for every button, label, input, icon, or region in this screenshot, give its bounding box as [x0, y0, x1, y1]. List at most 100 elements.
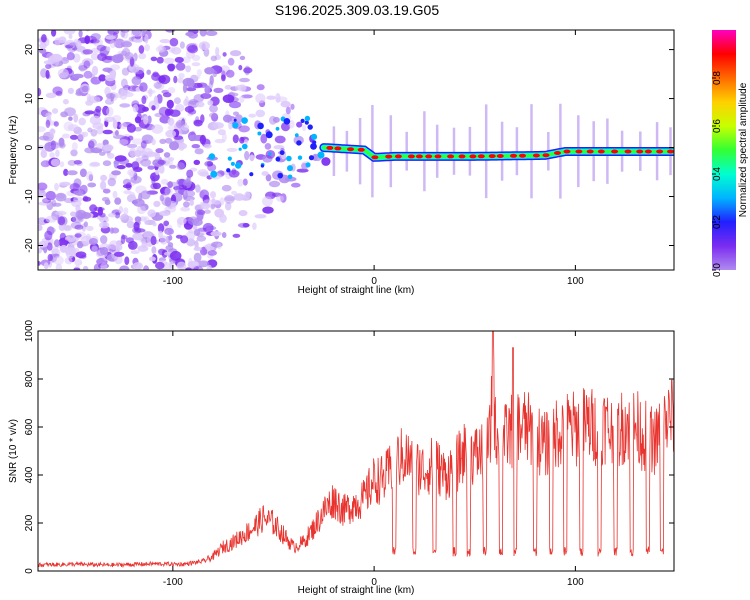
spectrogram-noise-blob — [210, 231, 222, 237]
spectrogram-noise-blob — [121, 78, 128, 89]
spectrogram-noise-blob — [53, 121, 59, 127]
spectrogram-noise-blob — [68, 34, 73, 39]
spectrogram-noise-blob — [199, 246, 208, 256]
spectrogram-noise-blob — [155, 46, 167, 53]
spectrogram-noise-blob — [49, 152, 55, 158]
spectrogram-noise-blob — [109, 39, 116, 49]
spectrogram-noise-blob — [82, 195, 89, 202]
spectrogram-noise-blob — [214, 138, 226, 144]
spectrogram-noise-blob — [40, 149, 47, 158]
spectrogram-noise-blob — [169, 164, 177, 169]
spectrogram-noise-blob — [55, 263, 63, 270]
spectrogram-noise-blob — [118, 206, 124, 214]
spectrogram-noise-blob — [119, 122, 128, 130]
spectrogram-noise-blob — [58, 137, 65, 147]
spectrogram-noise-blob — [155, 82, 165, 90]
spectrogram-noise-blob — [73, 38, 79, 44]
spectrogram-noise-blob — [186, 169, 194, 178]
spectrogram-noise-blob — [208, 80, 214, 89]
spectrogram-noise-blob — [174, 185, 180, 193]
spectrogram-signal-dot — [208, 153, 216, 160]
spectrogram-noise-blob — [45, 92, 57, 99]
spectrogram-noise-blob — [50, 140, 57, 151]
spectrogram-noise-blob — [119, 215, 129, 220]
spectrogram-noise-blob — [221, 184, 232, 192]
spectrogram-ridge-peak — [624, 149, 632, 154]
spectrogram-noise-blob — [112, 119, 118, 129]
spectrogram-noise-blob — [160, 21, 170, 29]
spectrogram-noise-blob — [59, 161, 65, 168]
spectrogram-noise-blob — [59, 181, 71, 187]
spectrogram-noise-blob — [151, 124, 164, 134]
spectrogram-ridge-peak — [371, 155, 379, 160]
spectrogram-signal-dot — [277, 172, 284, 179]
spectrogram-noise-blob — [44, 230, 53, 241]
spectrogram-noise-blob — [88, 96, 101, 104]
spectrogram-noise-blob — [57, 68, 69, 79]
spectrogram-noise-blob — [180, 206, 191, 212]
spectrogram-noise-blob — [274, 135, 286, 144]
spectrogram-noise-blob — [222, 52, 227, 57]
spectrogram-noise-blob — [127, 135, 134, 141]
spectrogram-noise-blob — [166, 181, 179, 187]
spectrogram-noise-blob — [87, 95, 97, 104]
spectrogram-noise-blob — [151, 138, 156, 146]
spectrogram-noise-blob — [164, 187, 173, 196]
spectrogram-noise-blob — [225, 201, 232, 211]
spectrogram-noise-blob — [107, 177, 117, 187]
spectrogram-noise-blob — [41, 23, 51, 30]
spectrogram-noise-blob — [244, 191, 251, 200]
spectrogram-noise-blob — [140, 158, 152, 167]
spectrogram-signal-dot — [268, 152, 272, 156]
snr-ytick-label: 400 — [24, 466, 35, 483]
spectrogram-noise-blob — [114, 130, 119, 136]
spectrogram-noise-blob — [100, 262, 108, 270]
spectrogram-noise-blob — [166, 99, 174, 109]
spectrogram-signal-dot — [310, 133, 318, 140]
spectrogram-ridge-peak — [597, 149, 605, 154]
spectrogram-noise-blob — [141, 95, 147, 105]
spectrogram-signal-dot — [312, 140, 317, 145]
spectrogram-noise-blob — [202, 199, 214, 207]
snr-ytick-label: 1000 — [24, 319, 35, 342]
spectrogram-noise-blob — [107, 152, 115, 159]
spectrogram-noise-blob — [159, 138, 167, 144]
spectrogram-noise-blob — [244, 150, 250, 161]
spectrogram-signal-dot — [233, 118, 237, 122]
spectrogram-ridge-peak — [532, 153, 540, 158]
spectrogram-ytick-label: -10 — [24, 189, 35, 204]
colorbar-ramp — [712, 30, 736, 270]
spectrogram-noise-blob — [204, 85, 211, 95]
spectrogram-ridge-peak — [357, 147, 365, 152]
spectrogram-noise-blob — [254, 214, 267, 219]
spectrogram-noise-blob — [68, 116, 73, 121]
colorbar-tick-label: 0.2 — [712, 215, 723, 229]
spectrogram-noise-blob — [157, 44, 165, 53]
spectrogram-noise-blob — [119, 91, 128, 100]
spectrogram-noise-blob — [276, 195, 284, 202]
spectrogram-noise-blob — [146, 22, 152, 29]
spectrogram-noise-blob — [181, 56, 191, 64]
spectrogram-noise-blob — [38, 240, 48, 248]
snr-xtick-label: 0 — [371, 577, 377, 588]
spectrogram-ridge-peak — [519, 153, 526, 158]
spectrogram-noise-blob — [108, 240, 119, 251]
spectrogram-noise-blob — [255, 109, 266, 118]
spectrogram-noise-blob — [111, 54, 123, 64]
spectrogram-noise-blob — [185, 31, 195, 37]
spectrogram-noise-blob — [290, 103, 295, 110]
spectrogram-xtick-label: 0 — [371, 276, 377, 287]
spectrogram-noise-blob — [83, 60, 91, 69]
spectrogram-signal-dot — [297, 155, 303, 160]
spectrogram-noise-blob — [150, 235, 157, 246]
spectrogram-noise-blob — [156, 94, 163, 104]
spectrogram-noise-blob — [69, 183, 81, 192]
spectrogram-noise-blob — [133, 37, 143, 43]
spectrogram-noise-blob — [45, 69, 50, 79]
spectrogram-signal-dot — [275, 156, 281, 162]
spectrogram-noise-blob — [55, 210, 67, 216]
spectrogram-ridge-peak — [656, 149, 664, 154]
spectrogram-ytick-label: 20 — [24, 44, 35, 56]
spectrogram-noise-blob — [155, 261, 165, 270]
spectrogram-noise-blob — [126, 123, 136, 133]
